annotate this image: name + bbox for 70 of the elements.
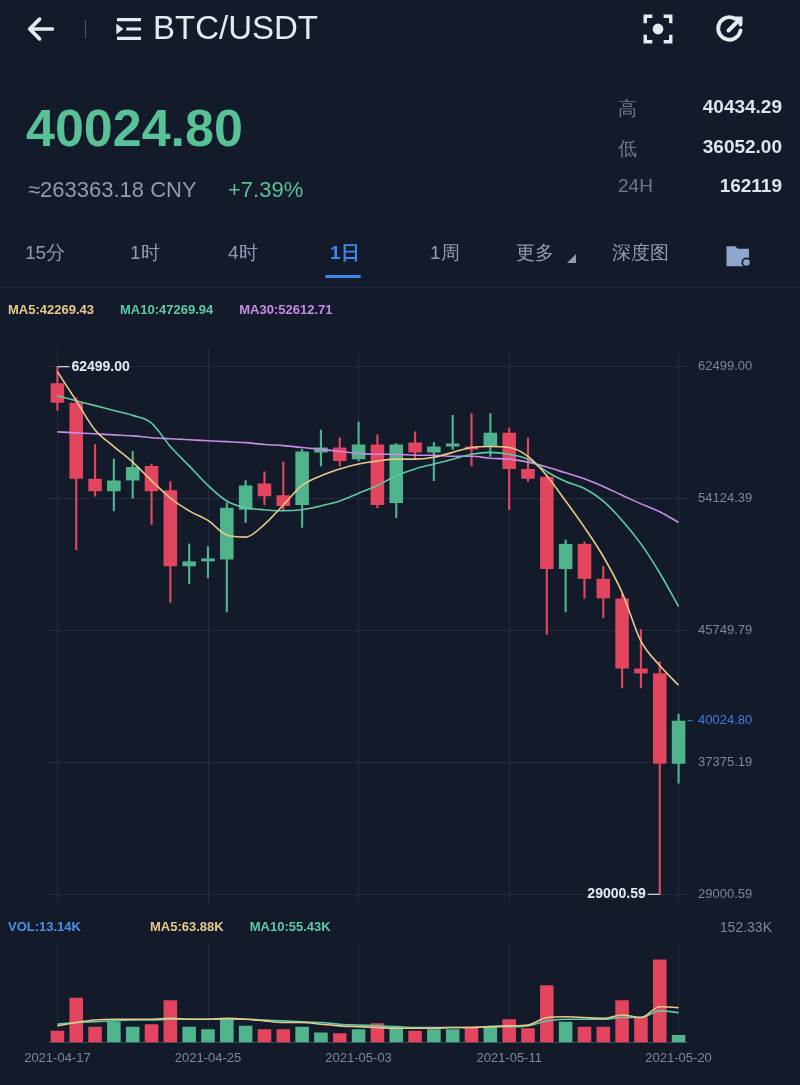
bar xyxy=(671,1034,686,1043)
bar xyxy=(238,1025,253,1043)
bar xyxy=(634,1016,648,1043)
x-tick-label: 2021-04-25 xyxy=(174,1049,242,1065)
bar xyxy=(220,1019,234,1043)
text: MA10:47269.94 xyxy=(120,302,214,317)
bar xyxy=(408,1030,422,1043)
x-tick-label: 2021-05-11 xyxy=(476,1049,542,1065)
text: 24H xyxy=(618,175,653,197)
text: 更多 xyxy=(516,241,554,265)
ref-line-label: 40024.80 xyxy=(698,712,753,728)
x-tick-label: 2021-04-17 xyxy=(24,1049,91,1065)
candlestick xyxy=(257,471,272,506)
text: ≈263363.18 CNY xyxy=(28,177,197,203)
bar xyxy=(445,1029,460,1043)
bar xyxy=(540,985,554,1043)
bar xyxy=(295,1026,309,1043)
y-tick-label: 29000.59 xyxy=(698,885,753,901)
annotation: 29000.59 xyxy=(587,885,646,902)
text: 1周 xyxy=(430,241,460,265)
text: MA10:55.43K xyxy=(249,919,331,934)
bar xyxy=(332,1033,347,1043)
bar xyxy=(107,1021,121,1043)
bar xyxy=(257,1029,272,1043)
bar xyxy=(577,1026,592,1043)
chart-title: BTC/USDT xyxy=(153,9,318,47)
text: 深度图 xyxy=(612,241,669,265)
bar xyxy=(427,1029,441,1043)
text: 1日 xyxy=(330,241,360,265)
bar xyxy=(615,1000,629,1043)
text: VOL:13.14K xyxy=(8,919,81,934)
bar xyxy=(596,1026,611,1043)
y-tick-label: 62499.00 xyxy=(698,358,753,374)
bar xyxy=(521,1028,535,1043)
line-series xyxy=(56,431,680,524)
y-tick-label: 54124.39 xyxy=(698,490,753,506)
text: MA30:52612.71 xyxy=(239,302,333,317)
x-tick-label: 2021-05-03 xyxy=(325,1049,392,1065)
text: 高 xyxy=(618,97,637,121)
text: 36052.00 xyxy=(702,136,782,158)
text: MA5:63.88K xyxy=(150,919,224,934)
bar xyxy=(314,1032,328,1043)
text: 1时 xyxy=(130,241,160,265)
bar xyxy=(50,1030,65,1043)
text: 40024.80 xyxy=(26,98,243,158)
bar xyxy=(276,1029,291,1043)
bar xyxy=(69,997,84,1043)
text: +7.39% xyxy=(228,177,304,203)
bar xyxy=(144,1024,159,1043)
bar xyxy=(502,1019,516,1043)
x-tick-label: 2021-05-20 xyxy=(645,1049,712,1065)
text: 162119 xyxy=(719,175,782,197)
bar xyxy=(558,1021,573,1043)
y-tick-label: 45749.79 xyxy=(698,622,753,638)
y-tick-label: 37375.19 xyxy=(698,753,753,769)
annotation: 62499.00 xyxy=(71,357,131,374)
text: 低 xyxy=(618,137,637,161)
text: MA5:42269.43 xyxy=(8,302,94,317)
bar xyxy=(182,1026,196,1043)
text: 15分 xyxy=(25,241,66,265)
bar xyxy=(163,1000,178,1043)
bar xyxy=(351,1029,366,1043)
line-series xyxy=(56,370,680,687)
bar xyxy=(652,959,667,1043)
bar xyxy=(88,1026,102,1043)
bar xyxy=(201,1029,215,1043)
bar xyxy=(125,1026,140,1043)
text: 4时 xyxy=(228,241,258,265)
text: 40434.29 xyxy=(702,96,782,118)
text: 152.33K xyxy=(719,919,772,935)
